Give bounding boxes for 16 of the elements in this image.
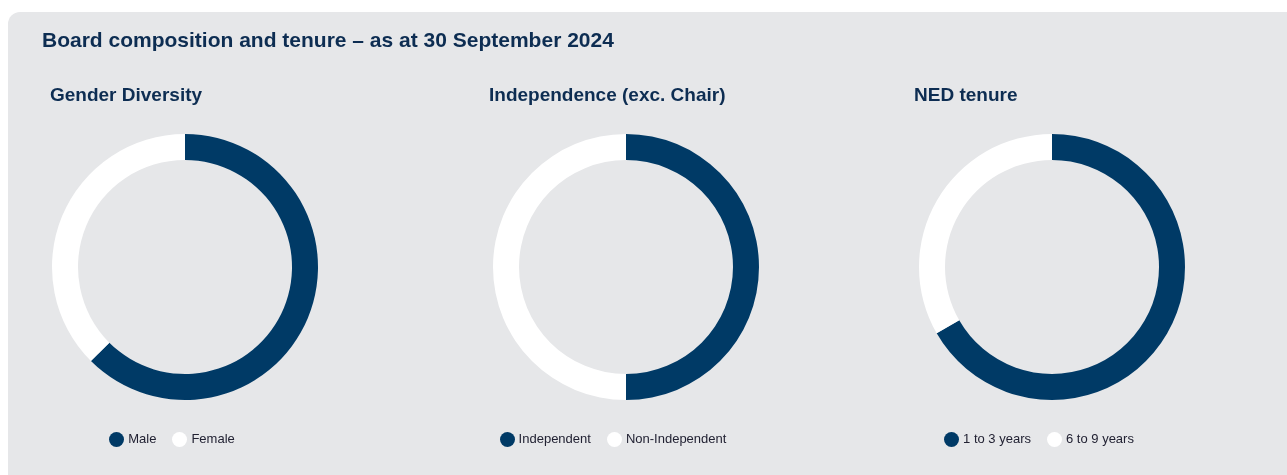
chart-title: Independence (exc. Chair) xyxy=(489,84,726,106)
legend-label: 1 to 3 years xyxy=(963,431,1031,446)
donut-slice xyxy=(52,134,185,362)
text: Board composition and tenure – as at 30 September 2024 xyxy=(42,28,614,52)
legend-label: Independent xyxy=(518,431,591,446)
chart-title: Gender Diversity xyxy=(50,84,203,106)
donut-slice xyxy=(90,134,318,400)
chart-title: NED tenure xyxy=(914,84,1018,106)
legend-label: 6 to 9 years xyxy=(1066,431,1134,446)
donut-slice xyxy=(626,134,759,400)
donut-slice xyxy=(493,134,626,400)
legend-label: Male xyxy=(128,431,157,446)
legend-label: Female xyxy=(191,431,235,446)
donut-slice xyxy=(919,134,1052,334)
donut-slice xyxy=(936,134,1185,400)
legend-label: Non-Independent xyxy=(625,431,727,446)
